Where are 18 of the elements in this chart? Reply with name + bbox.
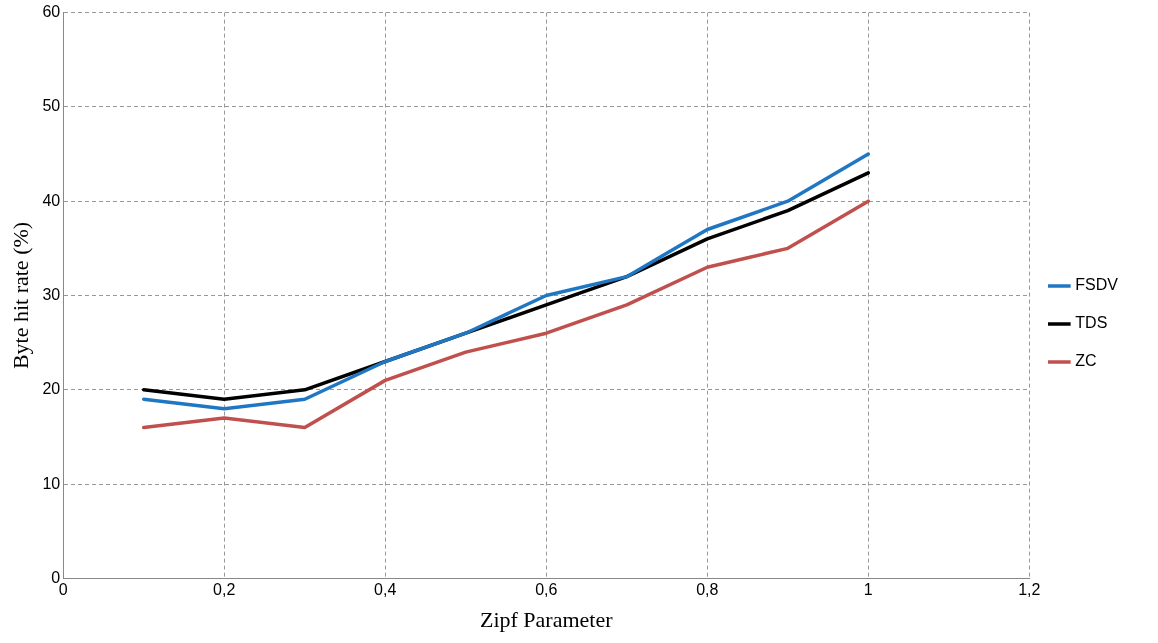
y-tick-label: 40 — [42, 191, 61, 209]
x-tick-label: 0,4 — [374, 581, 397, 599]
legend-label: ZC — [1075, 352, 1097, 370]
y-tick-label: 20 — [42, 380, 61, 398]
y-tick-label: 30 — [42, 285, 61, 303]
x-tick-label: 0,8 — [696, 581, 719, 599]
x-tick-label: 0,6 — [535, 581, 558, 599]
legend-label: TDS — [1075, 314, 1108, 332]
y-tick-label: 0 — [51, 568, 61, 586]
x-axis-title: Zipf Parameter — [479, 606, 614, 632]
x-tick-label: 1,2 — [1018, 581, 1041, 599]
x-tick-label: 0,2 — [213, 581, 236, 599]
legend-label: FSDV — [1075, 276, 1119, 294]
y-tick-label: 50 — [42, 97, 61, 115]
y-tick-label: 10 — [42, 474, 61, 492]
y-axis-title: Byte hit rate (%) — [7, 221, 33, 370]
y-tick-label: 60 — [42, 3, 61, 21]
x-tick-label: 1 — [863, 581, 873, 599]
